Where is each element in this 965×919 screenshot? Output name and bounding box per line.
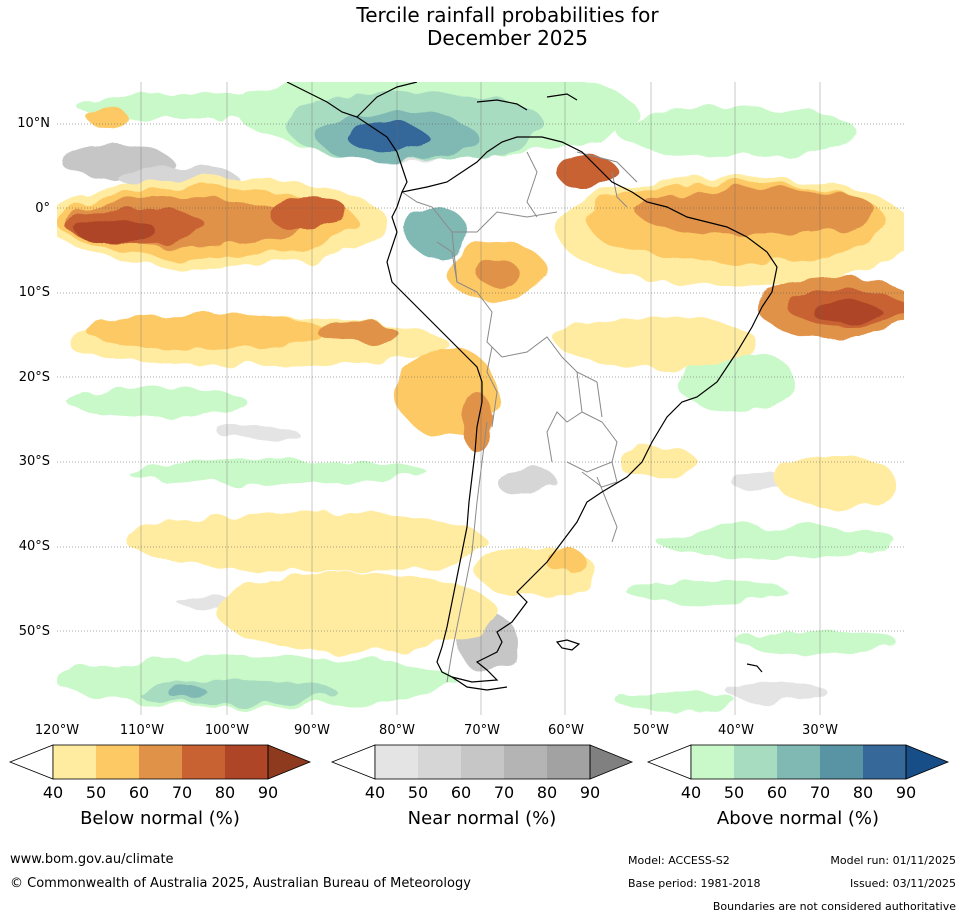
model-name: Model: ACCESS-S2 <box>628 854 730 867</box>
below-swatch-4 <box>182 745 225 779</box>
legend-title-below: Below normal (%) <box>80 808 240 829</box>
near-swatch-1 <box>375 745 418 779</box>
near-swatch-6 <box>590 745 632 779</box>
near-tick-80: 80 <box>536 783 558 802</box>
near-tick-60: 60 <box>450 783 472 802</box>
above-tick-60: 60 <box>766 783 788 802</box>
above-tick-80: 80 <box>852 783 874 802</box>
above-swatch-4 <box>820 745 863 779</box>
title-line-1: Tercile rainfall probabilities for <box>356 3 659 27</box>
probability-map <box>57 82 904 715</box>
above-swatch-6 <box>906 745 948 779</box>
lon-label-50w: 50°W <box>633 723 669 738</box>
chart-title: Tercile rainfall probabilities for Decem… <box>0 4 965 50</box>
below-tick-60: 60 <box>128 783 150 802</box>
above-swatch-1 <box>691 745 734 779</box>
colorbar-near-normal <box>330 744 634 780</box>
below-swatch-3 <box>139 745 182 779</box>
below-normal-patches <box>57 107 904 652</box>
model-run-date: Model run: 01/11/2025 <box>830 854 956 867</box>
above-tick-50: 50 <box>723 783 745 802</box>
below-swatch-6 <box>268 745 310 779</box>
near-tick-70: 70 <box>493 783 515 802</box>
near-tick-40: 40 <box>364 783 386 802</box>
country-borders <box>401 151 638 683</box>
above-normal-patches <box>57 82 897 712</box>
near-swatch-3 <box>461 745 504 779</box>
lat-label-40s: 40°S <box>18 539 50 554</box>
lon-label-60w: 60°W <box>548 723 584 738</box>
near-swatch-4 <box>504 745 547 779</box>
above-tick-70: 70 <box>809 783 831 802</box>
lon-label-110w: 110°W <box>119 723 165 738</box>
above-swatch-5 <box>863 745 906 779</box>
below-tick-40: 40 <box>42 783 64 802</box>
colorbar-below-normal <box>8 744 312 780</box>
colorbar-above-normal <box>646 744 950 780</box>
above-tick-40: 40 <box>680 783 702 802</box>
below-swatch-1 <box>53 745 96 779</box>
meridians <box>140 82 821 715</box>
lon-label-90w: 90°W <box>294 723 330 738</box>
copyright-text: © Commonwealth of Australia 2025, Austra… <box>10 876 471 891</box>
lat-label-0: 0° <box>35 201 50 216</box>
lat-label-30s: 30°S <box>18 454 50 469</box>
lon-label-70w: 70°W <box>464 723 500 738</box>
legend-title-above: Above normal (%) <box>716 808 880 829</box>
base-period: Base period: 1981-2018 <box>628 877 761 890</box>
above-swatch-3 <box>777 745 820 779</box>
legend-title-near: Near normal (%) <box>407 808 557 829</box>
above-tick-90: 90 <box>895 783 917 802</box>
coastline <box>286 82 778 691</box>
lon-label-30w: 30°W <box>802 723 838 738</box>
near-swatch-5 <box>547 745 590 779</box>
below-tick-90: 90 <box>257 783 279 802</box>
near-tick-50: 50 <box>407 783 429 802</box>
boundaries-disclaimer: Boundaries are not considered authoritat… <box>712 900 956 913</box>
above-swatch-2 <box>734 745 777 779</box>
near-swatch-2 <box>418 745 461 779</box>
lon-label-120w: 120°W <box>34 723 80 738</box>
below-swatch-5 <box>225 745 268 779</box>
below-swatch-2 <box>96 745 139 779</box>
lat-label-10s: 10°S <box>18 285 50 300</box>
below-tick-80: 80 <box>214 783 236 802</box>
website-link[interactable]: www.bom.gov.au/climate <box>10 852 174 867</box>
below-tick-70: 70 <box>171 783 193 802</box>
lon-label-80w: 80°W <box>379 723 415 738</box>
below-tick-50: 50 <box>85 783 107 802</box>
lon-label-100w: 100°W <box>204 723 250 738</box>
title-line-2: December 2025 <box>427 26 588 50</box>
lat-label-10n: 10°N <box>17 116 50 131</box>
lat-label-50s: 50°S <box>18 624 50 639</box>
near-tick-90: 90 <box>579 783 601 802</box>
lon-label-40w: 40°W <box>718 723 754 738</box>
lat-label-20s: 20°S <box>18 370 50 385</box>
issued-date: Issued: 03/11/2025 <box>849 877 956 890</box>
